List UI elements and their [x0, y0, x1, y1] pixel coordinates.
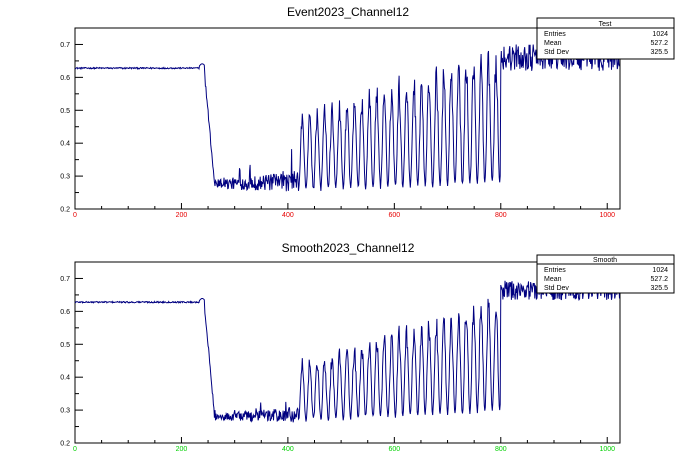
chart-title: Smooth2023_Channel12 [282, 241, 415, 255]
stats-label: Std Dev [544, 49, 569, 56]
stats-label: Mean [544, 276, 562, 283]
axis-ticks: 0 200 400 600 800 1000 0.2 0.3 0.4 0.5 0.6 0.7 [60, 261, 615, 453]
x-tick-label: 200 [176, 212, 188, 219]
x-tick-label: 1000 [599, 446, 615, 453]
stats-box-name: Smooth [593, 257, 617, 264]
stats-value: 527.2 [650, 40, 668, 47]
axis-ticks: 0 200 400 600 800 1000 0.2 0.3 0.4 0.5 0.6 0.7 [60, 27, 615, 219]
plot-frame [74, 261, 621, 444]
y-tick-label: 0.7 [60, 276, 70, 283]
x-tick-label: 800 [495, 212, 507, 219]
x-tick-label: 1000 [599, 212, 615, 219]
stats-box-frame [536, 17, 675, 60]
x-tick-label: 400 [282, 212, 294, 219]
x-tick-label: 600 [388, 212, 400, 219]
chart-title: Event2023_Channel12 [287, 5, 409, 19]
stats-value: 325.5 [650, 49, 668, 56]
stats-value: 1024 [652, 267, 668, 274]
chart-panel-event: Event2023_Channel12 0 200 400 600 800 1000 0.2… [60, 5, 675, 219]
plot-frame [74, 27, 621, 210]
x-tick-label: 200 [176, 446, 188, 453]
stats-box-name: Test [599, 21, 612, 28]
y-tick-label: 0.4 [60, 141, 70, 148]
stats-value: 527.2 [650, 276, 668, 283]
y-tick-label: 0.2 [60, 441, 70, 448]
chart-panel-smooth: Smooth2023_Channel12 0 200 400 600 800 1000 0.… [60, 241, 675, 453]
data-line [74, 279, 620, 423]
y-tick-label: 0.7 [60, 42, 70, 49]
stats-box: Smooth Entries 1024 Mean 527.2 Std Dev 3… [536, 254, 675, 294]
stats-box-frame [536, 254, 675, 294]
x-tick-label: 0 [73, 446, 77, 453]
x-tick-label: 400 [282, 446, 294, 453]
x-tick-label: 800 [495, 446, 507, 453]
stats-label: Mean [544, 40, 562, 47]
y-tick-label: 0.6 [60, 309, 70, 316]
y-tick-label: 0.6 [60, 75, 70, 82]
y-tick-label: 0.4 [60, 375, 70, 382]
data-line [75, 44, 620, 192]
stats-label: Std Dev [544, 285, 569, 292]
stats-value: 325.5 [650, 285, 668, 292]
y-tick-label: 0.5 [60, 108, 70, 115]
y-tick-label: 0.2 [60, 207, 70, 214]
stats-box: Test Entries 1024 Mean 527.2 Std Dev 325… [536, 17, 675, 60]
y-tick-label: 0.3 [60, 408, 70, 415]
y-tick-label: 0.3 [60, 174, 70, 181]
x-tick-label: 0 [73, 212, 77, 219]
stats-label: Entries [544, 267, 566, 274]
stats-value: 1024 [652, 31, 668, 38]
stats-label: Entries [544, 31, 566, 38]
y-tick-label: 0.5 [60, 342, 70, 349]
x-tick-label: 600 [388, 446, 400, 453]
